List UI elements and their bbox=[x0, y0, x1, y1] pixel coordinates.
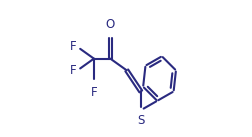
Text: F: F bbox=[69, 64, 76, 77]
Text: S: S bbox=[137, 114, 144, 127]
Text: O: O bbox=[105, 18, 114, 32]
Text: F: F bbox=[90, 86, 97, 99]
Text: F: F bbox=[69, 40, 76, 53]
